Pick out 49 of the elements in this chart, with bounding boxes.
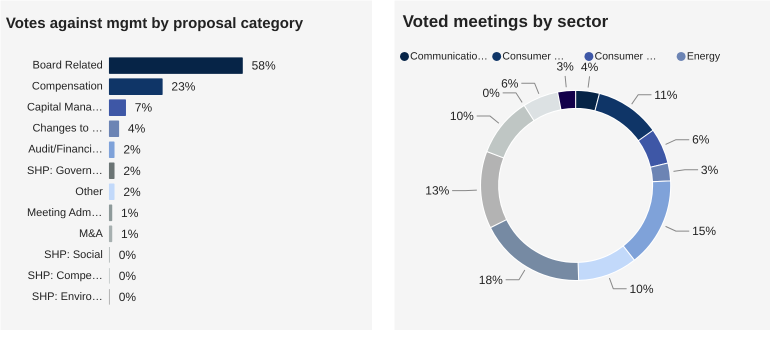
y-tick-label: Other [75, 186, 104, 198]
data-label: 1% [121, 206, 139, 220]
data-label: 0% [118, 268, 136, 283]
bar [108, 226, 112, 242]
data-label: 15% [692, 224, 716, 238]
bar [108, 78, 163, 95]
data-label: 2% [123, 164, 141, 178]
y-tick-label: Board Related [32, 60, 103, 72]
data-label: 7% [134, 100, 152, 115]
y-tick-label: M&A [78, 228, 104, 240]
y-tick-label: SHP: Social [44, 248, 103, 261]
y-tick-label: Meeting Adm… [26, 206, 102, 219]
data-label: 2% [123, 142, 141, 157]
bar [108, 162, 115, 180]
y-tick-label: Compensation [32, 80, 103, 93]
bar [108, 57, 243, 74]
y-tick-label: Audit/Financi… [28, 144, 103, 156]
data-label: 6% [501, 76, 519, 90]
data-label: 11% [654, 88, 678, 102]
y-tick-label: SHP: Enviro… [32, 290, 103, 303]
data-label: 1% [121, 226, 139, 241]
bar [108, 99, 126, 116]
data-label: 3% [700, 162, 719, 177]
y-tick-label: SHP: Compe… [28, 270, 103, 282]
text: 0% [482, 86, 500, 100]
data-label: 4% [580, 60, 599, 74]
y-tick-label: SHP: Govern… [27, 164, 103, 177]
data-label: 58% [252, 58, 276, 73]
legend-label: Communicatio… [410, 50, 488, 62]
bar [108, 204, 112, 222]
data-label: 0% [118, 290, 136, 304]
y-tick-label: Capital Mana… [26, 102, 103, 114]
data-label: 6% [692, 132, 710, 147]
legend-label: Energy [686, 50, 721, 62]
bar [108, 141, 115, 158]
chart-title: Votes against mgmt by proposal category [6, 15, 304, 32]
data-label: 10% [629, 282, 654, 296]
bar [108, 120, 120, 137]
data-label: 0% [118, 248, 136, 262]
y-tick-label: Changes to … [32, 122, 103, 135]
data-label: 10% [450, 109, 474, 124]
data-label: 4% [128, 122, 146, 136]
chart-title: Voted meetings by sector [402, 12, 609, 31]
data-label: 2% [123, 184, 141, 199]
data-label: 13% [425, 184, 450, 198]
bar [108, 183, 115, 200]
data-label: 18% [478, 272, 504, 287]
legend-label: Consumer … [594, 50, 656, 62]
data-label: 23% [171, 80, 196, 94]
